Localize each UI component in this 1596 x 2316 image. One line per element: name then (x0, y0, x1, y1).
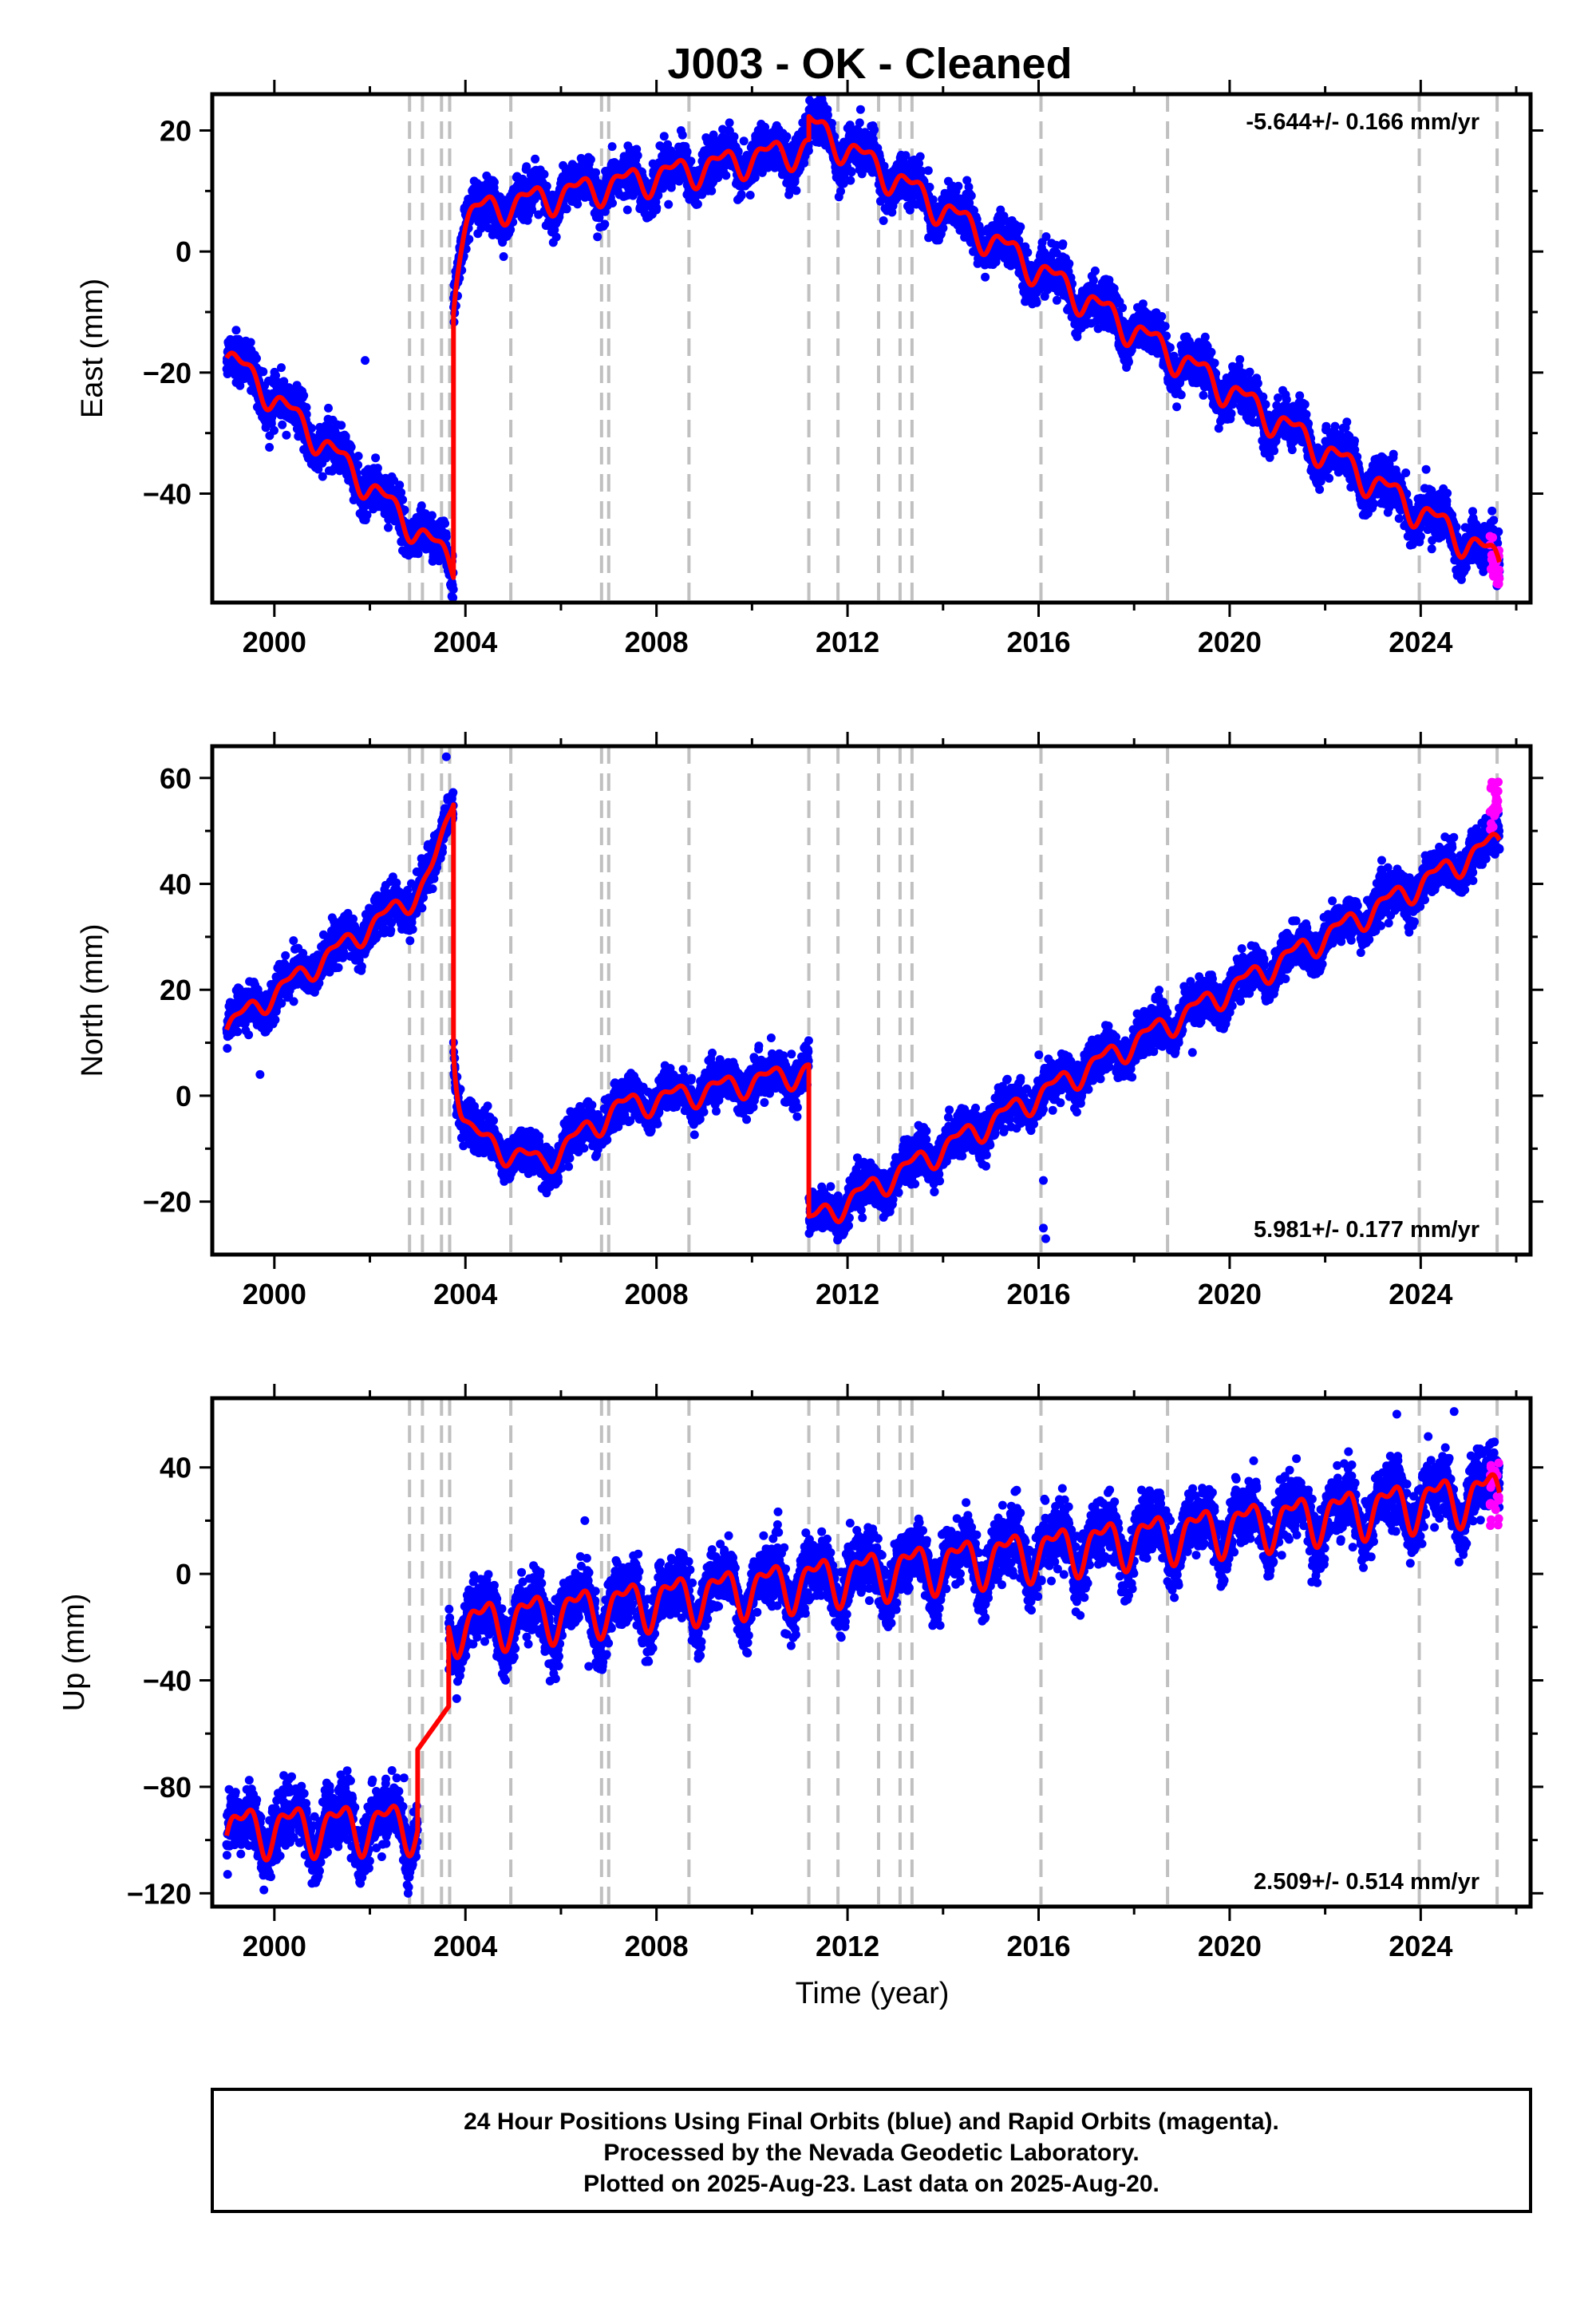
data-point (246, 338, 255, 347)
data-point (954, 181, 963, 191)
data-point (607, 142, 617, 152)
data-point (600, 219, 610, 229)
data-point (846, 176, 855, 185)
data-point (499, 252, 508, 261)
data-point (847, 168, 856, 177)
data-point (324, 403, 333, 413)
data-point (586, 155, 595, 164)
data-point (417, 501, 426, 511)
data-point (678, 130, 687, 140)
data-point (539, 169, 549, 179)
data-point (659, 132, 669, 141)
data-point (855, 105, 865, 114)
data-point (346, 442, 356, 452)
data-point (318, 472, 327, 481)
data-point (259, 367, 268, 377)
data-point (745, 191, 755, 200)
data-point (1016, 222, 1025, 231)
data-point (354, 452, 363, 460)
data-point (836, 187, 845, 196)
data-point (440, 519, 450, 528)
final-orbit-points (222, 94, 1504, 603)
data-point (966, 191, 976, 200)
data-point (1124, 357, 1133, 366)
data-point (855, 118, 864, 128)
data-point (915, 152, 925, 161)
data-point (398, 495, 408, 504)
data-point (371, 453, 381, 463)
data-point (804, 146, 813, 156)
data-point (278, 420, 287, 429)
data-point (682, 147, 692, 156)
data-point (384, 523, 393, 532)
data-point (1088, 275, 1098, 285)
data-point (1090, 266, 1100, 275)
data-point (271, 371, 280, 380)
data-point (729, 132, 739, 141)
data-point (542, 181, 551, 191)
data-point (622, 205, 632, 215)
data-point (337, 421, 346, 430)
data-point (608, 199, 617, 207)
data-point (1065, 259, 1074, 268)
data-point (522, 162, 531, 172)
data-point (739, 136, 749, 146)
data-point (1032, 298, 1041, 307)
data-point (823, 110, 832, 120)
data-point (591, 168, 600, 177)
data-point (441, 532, 451, 542)
data-point (373, 464, 382, 473)
data-point (279, 377, 289, 386)
data-point (448, 585, 458, 594)
data-point (282, 430, 291, 440)
data-point (938, 223, 948, 233)
data-point (664, 200, 674, 209)
data-point (981, 272, 990, 282)
data-point (925, 183, 934, 192)
data-point (354, 460, 363, 470)
data-point (427, 511, 437, 520)
data-point (302, 403, 311, 412)
data-point (1118, 303, 1128, 313)
data-point (733, 147, 743, 156)
data-point (573, 200, 583, 209)
chart-title: J003 - OK - Cleaned (667, 40, 1072, 88)
data-point (693, 200, 702, 209)
data-point (737, 191, 746, 200)
data-point (489, 177, 499, 187)
data-point (531, 154, 540, 164)
data-point (870, 125, 879, 135)
data-point (879, 216, 888, 225)
data-point (633, 151, 642, 160)
data-point (265, 443, 275, 452)
data-point (792, 186, 801, 196)
data-point (270, 425, 279, 435)
data-point (721, 171, 731, 180)
data-point (235, 381, 245, 390)
data-point (395, 480, 405, 490)
data-point (341, 432, 350, 441)
data-point (551, 232, 561, 242)
data-point (782, 132, 792, 141)
data-point (1023, 247, 1033, 257)
data-point (299, 391, 309, 401)
data-point (725, 118, 734, 128)
data-point (307, 424, 316, 433)
data-point (652, 203, 662, 212)
data-point (562, 204, 571, 214)
data-point (277, 363, 286, 373)
data-point (593, 232, 602, 242)
data-point (923, 166, 933, 176)
east-panel: 2000 2004 2008 2012 2016 2020 2024200−20−40Eas… (76, 80, 1543, 658)
data-point (1058, 239, 1068, 248)
data-point (790, 177, 800, 187)
data-point (252, 354, 261, 363)
data-point (686, 156, 696, 166)
